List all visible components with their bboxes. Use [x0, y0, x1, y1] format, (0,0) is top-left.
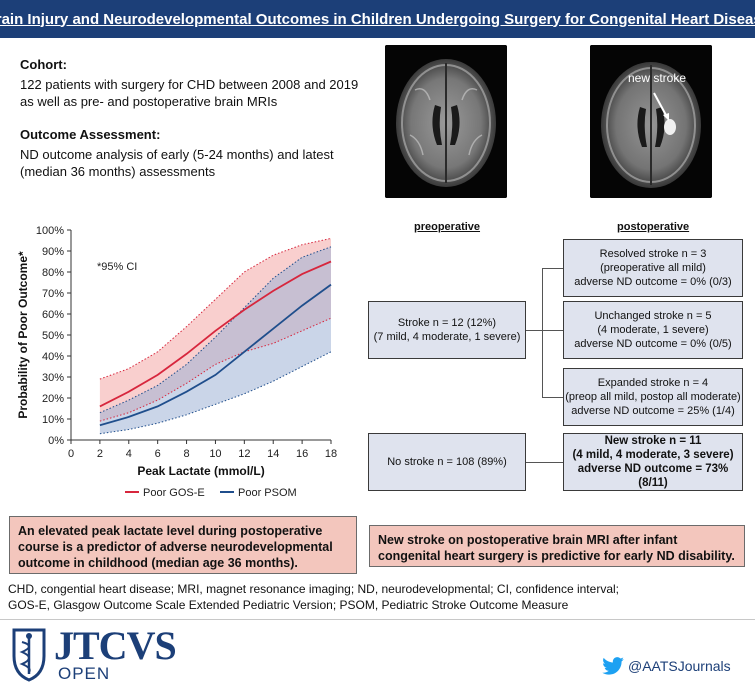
- series-line-2: [99, 283, 332, 427]
- header-banner: Brain Injury and Neurodevelopmental Outc…: [0, 0, 755, 38]
- expanded-line2: (preop all mild, postop all moderate): [565, 391, 741, 403]
- resolved-line2: (preoperative all mild): [600, 262, 706, 274]
- y-tick-label: 60%: [42, 309, 64, 321]
- connector-new-stroke: [526, 462, 563, 463]
- mri-postoperative-image: new stroke: [590, 45, 712, 198]
- unchanged-line3: adverse ND outcome = 0% (0/5): [574, 338, 732, 350]
- x-tick-label: 8: [183, 448, 189, 460]
- footnote-line1: CHD, congential heart disease; MRI, magn…: [8, 582, 619, 596]
- new-stroke-line2: (4 mild, 4 moderate, 3 severe): [572, 449, 734, 461]
- new-stroke-box: New stroke n = 11 (4 mild, 4 moderate, 3…: [563, 433, 743, 491]
- connector-resolved: [542, 268, 563, 269]
- unchanged-line2: (4 moderate, 1 severe): [597, 324, 709, 336]
- y-tick-label: 10%: [42, 414, 64, 426]
- series-line-1: [99, 260, 332, 408]
- outcome-heading: Outcome Assessment:: [20, 127, 161, 142]
- x-tick-label: 2: [97, 448, 103, 460]
- stroke-box-line1: Stroke n = 12 (12%): [397, 317, 497, 329]
- y-tick-label: 0%: [48, 435, 64, 447]
- new-stroke-line1: New stroke n = 11: [604, 435, 702, 447]
- header-title: Brain Injury and Neurodevelopmental Outc…: [0, 10, 755, 28]
- y-tick-label: 30%: [42, 372, 64, 384]
- abbreviations-footnote: CHD, congential heart disease; MRI, magn…: [8, 581, 748, 613]
- ci-bound-1-ci-lower: [99, 317, 332, 422]
- twitter-handle[interactable]: @AATSJournals: [628, 658, 731, 674]
- new-stroke-line3: adverse ND outcome = 73% (8/11): [577, 463, 729, 489]
- ci-band-2: [99, 246, 331, 434]
- legend-label-1: Poor GOS-E: [143, 487, 205, 499]
- conclusion-stroke: New stroke on postoperative brain MRI af…: [369, 525, 745, 567]
- x-tick-label: 10: [209, 448, 221, 460]
- outcome-line2: (median 36 months) assessments: [20, 164, 216, 179]
- aats-caduceus-icon: [12, 628, 46, 682]
- expanded-stroke-box: Expanded stroke n = 4 (preop all mild, p…: [563, 368, 743, 426]
- mri-preoperative-image: [385, 45, 507, 198]
- x-tick-label: 16: [296, 448, 308, 460]
- y-tick-label: 20%: [42, 393, 64, 405]
- unchanged-line1: Unchanged stroke n = 5: [594, 310, 712, 322]
- x-tick-label: 18: [325, 448, 337, 460]
- postoperative-label: postoperative: [617, 221, 690, 233]
- resolved-line1: Resolved stroke n = 3: [599, 248, 707, 260]
- footer-divider: [0, 619, 755, 620]
- x-tick-label: 6: [155, 448, 161, 460]
- y-axis-label: Probability of Poor Outcome*: [16, 251, 30, 419]
- cohort-heading: Cohort:: [20, 57, 67, 72]
- y-tick-label: 40%: [42, 351, 64, 363]
- no-stroke-box: No stroke n = 108 (89%): [368, 433, 526, 491]
- connector-vertical: [542, 268, 543, 398]
- connector-expanded: [542, 397, 563, 398]
- stroke-box-line2: (7 mild, 4 moderate, 1 severe): [373, 331, 521, 343]
- jtcvs-logo-text: JTCVS: [54, 623, 177, 668]
- connector-stroke-out: [526, 330, 543, 331]
- preoperative-label: preoperative: [414, 221, 481, 233]
- x-tick-label: 0: [68, 448, 74, 460]
- cohort-line1: 122 patients with surgery for CHD betwee…: [20, 77, 359, 92]
- x-tick-label: 12: [238, 448, 250, 460]
- connector-unchanged: [542, 330, 563, 331]
- y-tick-label: 80%: [42, 267, 64, 279]
- ci-bound-1-ci-upper: [99, 237, 332, 380]
- ci-bound-2-ci-lower: [99, 351, 332, 435]
- expanded-line1: Expanded stroke n = 4: [597, 377, 709, 389]
- resolved-line3: adverse ND outcome = 0% (0/3): [574, 276, 732, 288]
- x-axis-label: Peak Lactate (mmol/L): [137, 464, 264, 478]
- outcome-line1: ND outcome analysis of early (5-24 month…: [20, 147, 334, 162]
- resolved-stroke-box: Resolved stroke n = 3 (preoperative all …: [563, 239, 743, 297]
- twitter-link[interactable]: @AATSJournals: [602, 657, 731, 675]
- y-tick-label: 70%: [42, 288, 64, 300]
- y-tick-label: 100%: [36, 225, 64, 237]
- jtcvs-logo-sub: OPEN: [58, 664, 111, 683]
- expanded-line3: adverse ND outcome = 25% (1/4): [571, 405, 735, 417]
- y-tick-label: 50%: [42, 330, 64, 342]
- lactate-probability-chart: 0% 10% 20% 30% 40% 50% 60% 70% 80% 90% 100% 0 2 4 6 8 10…: [16, 225, 337, 499]
- no-stroke-box-line1: No stroke n = 108 (89%): [387, 456, 507, 468]
- ci-bound-2-ci-upper: [99, 246, 332, 414]
- x-tick-label: 4: [126, 448, 132, 460]
- stroke-box: Stroke n = 12 (12%) (7 mild, 4 moderate,…: [368, 301, 526, 359]
- x-tick-label: 14: [267, 448, 279, 460]
- y-tick-label: 90%: [42, 246, 64, 258]
- unchanged-stroke-box: Unchanged stroke n = 5 (4 moderate, 1 se…: [563, 301, 743, 359]
- footnote-line2: GOS-E, Glasgow Outcome Scale Extended Pe…: [8, 598, 569, 612]
- ci-annotation: *95% CI: [97, 261, 137, 273]
- cohort-line2: as well as pre- and postoperative brain …: [20, 94, 278, 109]
- conclusion-lactate: An elevated peak lactate level during po…: [9, 516, 357, 574]
- new-stroke-annotation: new stroke: [628, 71, 687, 85]
- twitter-bird-icon: [602, 657, 624, 675]
- legend-label-2: Poor PSOM: [238, 487, 297, 499]
